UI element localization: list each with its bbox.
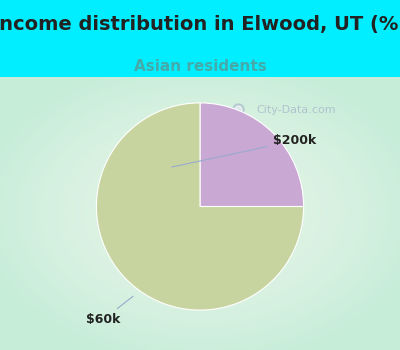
Text: $200k: $200k: [172, 134, 316, 167]
Text: Income distribution in Elwood, UT (%): Income distribution in Elwood, UT (%): [0, 15, 400, 34]
Text: $60k: $60k: [86, 296, 133, 326]
Text: Asian residents: Asian residents: [134, 58, 266, 74]
Wedge shape: [200, 103, 304, 206]
Text: City-Data.com: City-Data.com: [256, 105, 336, 115]
Wedge shape: [96, 103, 304, 310]
